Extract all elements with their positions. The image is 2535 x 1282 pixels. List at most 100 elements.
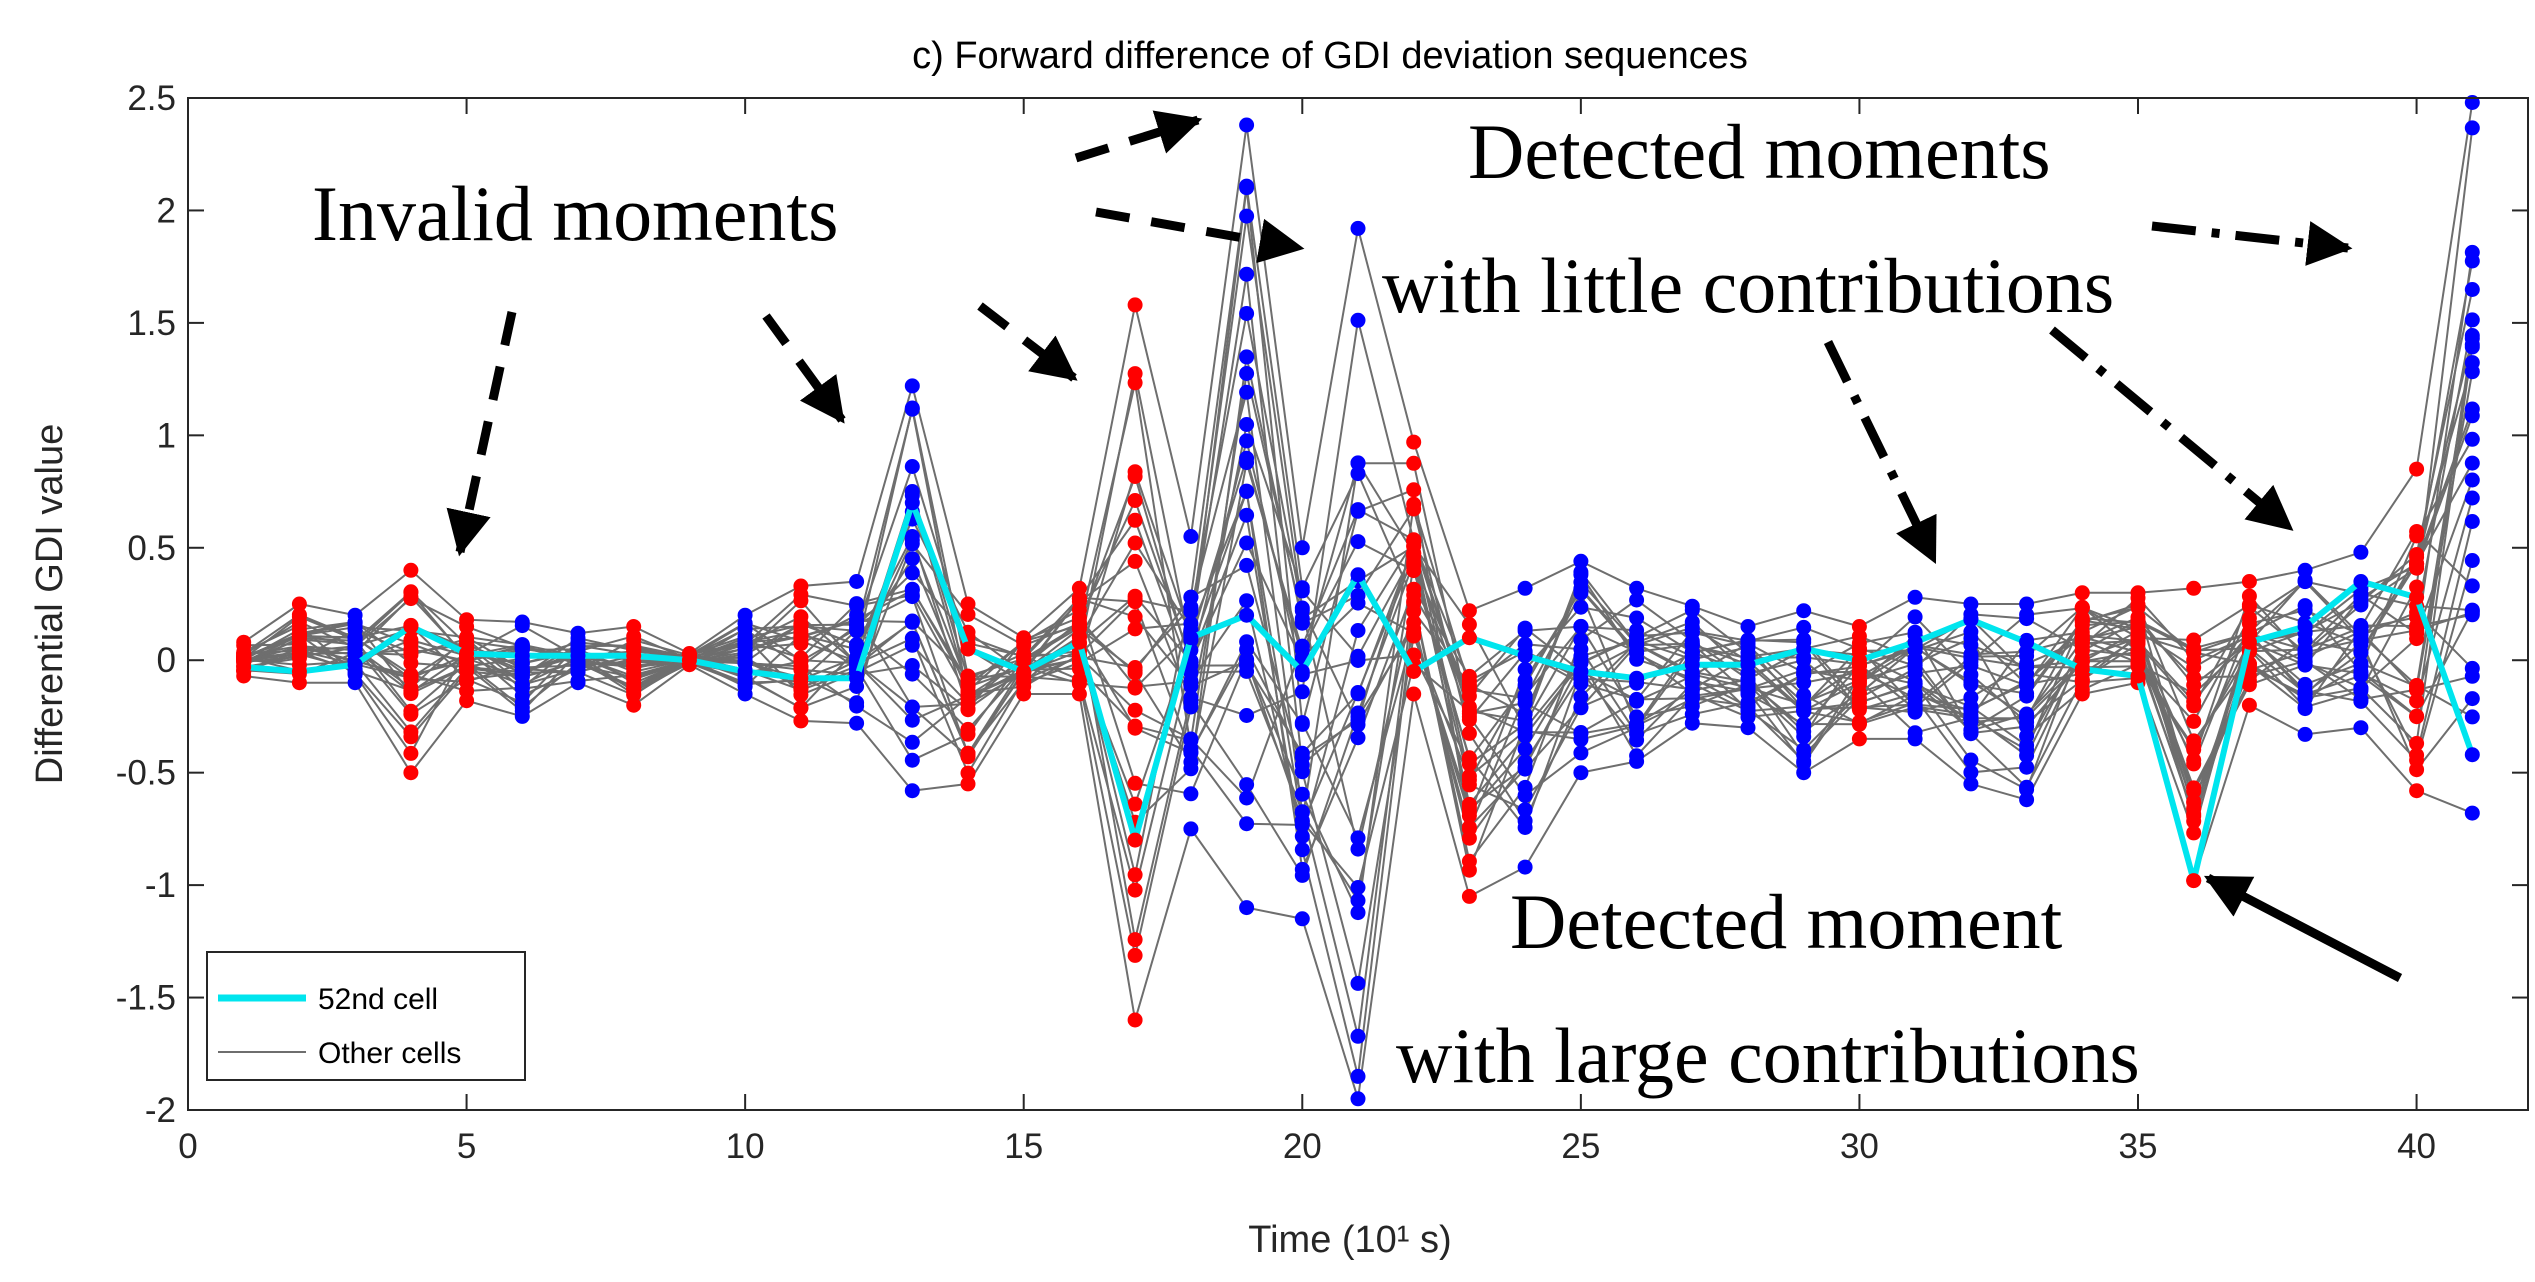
y-ticks: 2.5 2 1.5 1 0.5 0 -0.5 -1 -1.5 -2 bbox=[116, 79, 2528, 1130]
data-point bbox=[2297, 574, 2313, 590]
data-point bbox=[1963, 649, 1979, 665]
data-point bbox=[1127, 464, 1143, 480]
annotations: Invalid moments Detected moments with li… bbox=[312, 108, 2140, 1099]
data-point bbox=[1183, 821, 1199, 837]
data-point bbox=[1239, 642, 1255, 658]
data-point bbox=[1629, 610, 1645, 626]
series-52nd-cell-point bbox=[849, 670, 865, 686]
y-tick-label: -1.5 bbox=[116, 979, 176, 1018]
data-point bbox=[403, 745, 419, 761]
data-point bbox=[1573, 648, 1589, 664]
axes bbox=[187, 97, 2529, 1111]
data-point bbox=[1350, 893, 1366, 908]
data-point bbox=[1239, 816, 1255, 832]
series-52nd-cell-point bbox=[1740, 657, 1756, 673]
series-52nd-cell-point bbox=[514, 648, 530, 664]
legend: 52nd cell Other cells bbox=[206, 951, 526, 1081]
data-point bbox=[1350, 830, 1366, 846]
data-point bbox=[626, 671, 642, 687]
data-point bbox=[1907, 690, 1923, 706]
data-point bbox=[1127, 1012, 1143, 1028]
arrow-detected-2 bbox=[1823, 340, 1939, 565]
data-point bbox=[904, 734, 920, 750]
data-point bbox=[1294, 611, 1310, 627]
data-point bbox=[2019, 676, 2035, 692]
data-point bbox=[1461, 703, 1477, 719]
data-point bbox=[1239, 433, 1255, 449]
series-52nd-cell-point bbox=[904, 495, 920, 511]
data-point bbox=[514, 661, 530, 677]
data-point bbox=[1573, 745, 1589, 761]
annotation-detected-moment: Detected moment bbox=[1510, 878, 2063, 965]
data-point bbox=[904, 658, 920, 673]
data-point bbox=[1127, 535, 1143, 551]
annotation-detected-moments: Detected moments bbox=[1468, 108, 2051, 195]
data-point bbox=[2186, 825, 2202, 841]
data-point bbox=[2464, 691, 2480, 707]
series-52nd-cell-point bbox=[347, 657, 363, 673]
data-point bbox=[1127, 621, 1143, 637]
data-point bbox=[1350, 466, 1366, 482]
data-point bbox=[570, 664, 586, 680]
data-point bbox=[1239, 900, 1255, 916]
data-point bbox=[1907, 609, 1923, 625]
data-point bbox=[1350, 730, 1366, 746]
data-point bbox=[1127, 297, 1143, 313]
y-axis-label: Differential GDI value bbox=[29, 424, 71, 784]
series-52nd-cell-point bbox=[1294, 664, 1310, 679]
data-point bbox=[1796, 603, 1812, 619]
chart-title: c) Forward difference of GDI deviation s… bbox=[912, 35, 1748, 77]
data-point bbox=[960, 596, 976, 612]
data-point bbox=[1127, 553, 1143, 569]
data-point bbox=[2019, 779, 2035, 795]
data-point bbox=[960, 607, 976, 622]
data-point bbox=[1517, 754, 1533, 770]
arrow-invalid-2 bbox=[762, 313, 846, 424]
data-point bbox=[849, 596, 865, 612]
data-point bbox=[1517, 802, 1533, 818]
data-point bbox=[793, 593, 809, 609]
data-point bbox=[1629, 592, 1645, 608]
x-ticks: 0 5 10 15 20 25 30 35 40 bbox=[178, 98, 2436, 1166]
data-point bbox=[514, 700, 530, 715]
data-point bbox=[1239, 557, 1255, 573]
data-point bbox=[904, 459, 920, 474]
data-point bbox=[403, 765, 419, 781]
data-point bbox=[1294, 786, 1310, 802]
legend-label-52nd-cell: 52nd cell bbox=[318, 983, 438, 1016]
data-point bbox=[1350, 588, 1366, 603]
data-point bbox=[904, 614, 920, 630]
data-point bbox=[1907, 704, 1923, 720]
data-point bbox=[1350, 623, 1366, 638]
data-point bbox=[2297, 657, 2313, 673]
data-point bbox=[1127, 702, 1143, 718]
data-point bbox=[1517, 813, 1533, 829]
data-point bbox=[2353, 720, 2369, 736]
data-point bbox=[1406, 595, 1422, 611]
data-point bbox=[1239, 455, 1255, 471]
data-point bbox=[626, 687, 642, 703]
data-point bbox=[1239, 777, 1255, 793]
data-point bbox=[1461, 804, 1477, 820]
series-52nd-cell-point bbox=[403, 619, 419, 634]
data-point bbox=[1350, 455, 1366, 471]
data-point bbox=[2186, 794, 2202, 810]
data-point bbox=[2019, 759, 2035, 775]
data-point bbox=[1239, 117, 1255, 133]
data-point bbox=[2464, 472, 2480, 488]
data-point bbox=[291, 649, 307, 665]
y-tick-label: -0.5 bbox=[116, 754, 176, 793]
data-point bbox=[1573, 581, 1589, 597]
data-point bbox=[2186, 698, 2202, 714]
data-point bbox=[1517, 724, 1533, 740]
data-point bbox=[1239, 208, 1255, 224]
data-point bbox=[2074, 672, 2090, 688]
series-52nd-cell-point bbox=[1183, 630, 1199, 646]
data-point bbox=[2353, 544, 2369, 560]
data-point bbox=[1127, 679, 1143, 695]
data-point bbox=[1071, 672, 1087, 688]
series-52nd-cell-point bbox=[1907, 634, 1923, 650]
data-point bbox=[291, 609, 307, 625]
data-point bbox=[2353, 587, 2369, 603]
series-52nd-cell-point bbox=[2464, 747, 2480, 763]
